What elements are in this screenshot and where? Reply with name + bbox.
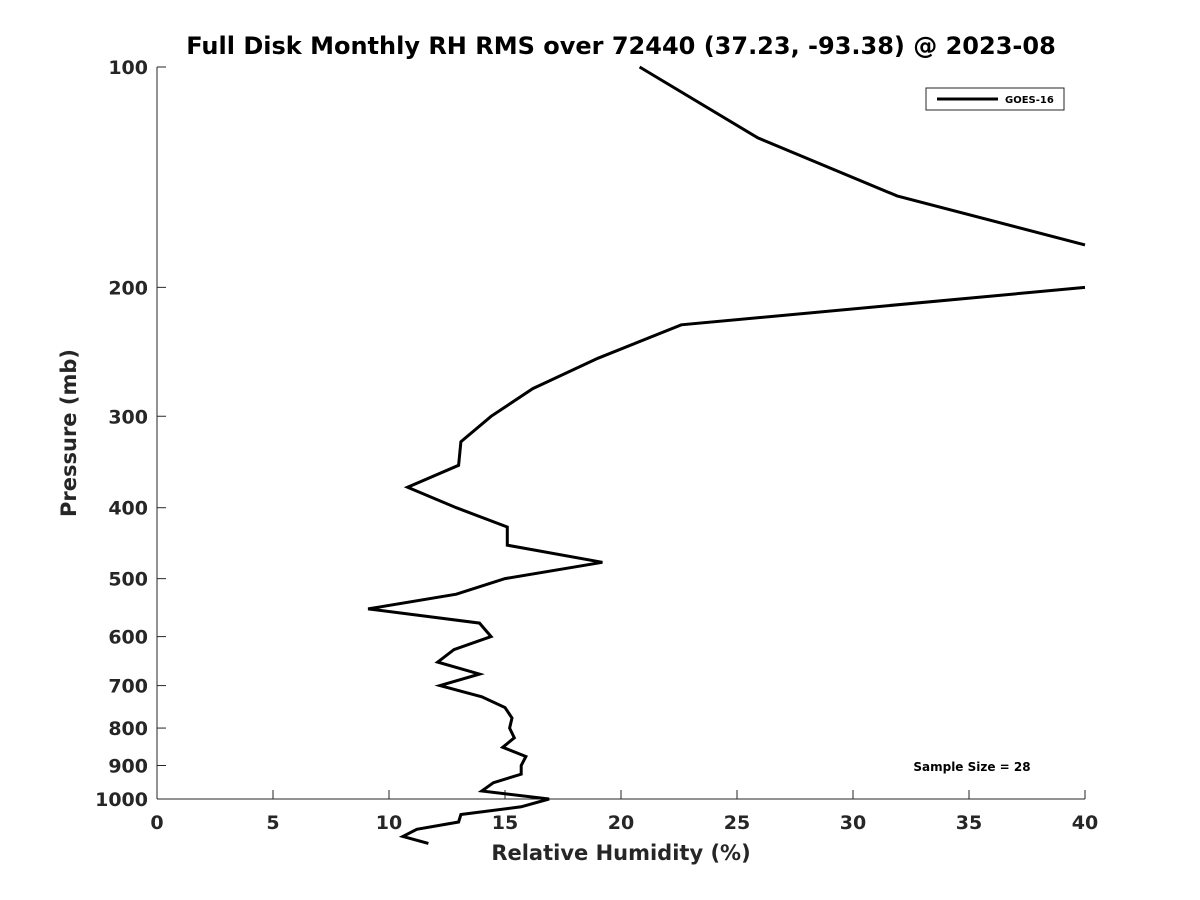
y-tick-label: 500 — [108, 569, 148, 591]
x-axis-label: Relative Humidity (%) — [491, 841, 750, 865]
series-lines — [367, 65, 1086, 845]
y-tick-label: 1000 — [95, 789, 148, 811]
y-tick-label: 700 — [108, 676, 148, 698]
y-tick-label: 200 — [108, 277, 148, 299]
legend-label-goes-16: GOES-16 — [1005, 95, 1054, 106]
axes — [156, 67, 1085, 800]
x-tick-label: 10 — [376, 812, 402, 834]
sample-size-annotation: Sample Size = 28 — [913, 760, 1030, 774]
x-tick-label: 30 — [840, 812, 866, 834]
legend: GOES-16 — [925, 87, 1065, 111]
y-ticks: 100 200 300 400 500 600 700 800 900 1000 — [95, 57, 166, 811]
chart-title: Full Disk Monthly RH RMS over 72440 (37.… — [186, 32, 1056, 60]
x-tick-label: 40 — [1072, 812, 1098, 834]
x-ticks: 0 5 10 15 20 25 30 35 40 — [150, 790, 1098, 834]
x-tick-label: 35 — [956, 812, 982, 834]
y-tick-label: 300 — [108, 406, 148, 428]
x-tick-label: 25 — [724, 812, 750, 834]
series-line-goes-16 — [367, 65, 1086, 845]
y-tick-label: 900 — [108, 756, 148, 778]
x-tick-label: 20 — [608, 812, 634, 834]
y-tick-label: 600 — [108, 627, 148, 649]
x-tick-label: 0 — [150, 812, 163, 834]
x-tick-label: 15 — [492, 812, 518, 834]
y-axis-label: Pressure (mb) — [57, 349, 81, 517]
x-tick-label: 5 — [266, 812, 279, 834]
y-tick-label: 100 — [108, 57, 148, 79]
y-tick-label: 400 — [108, 498, 148, 520]
y-tick-label: 800 — [108, 718, 148, 740]
